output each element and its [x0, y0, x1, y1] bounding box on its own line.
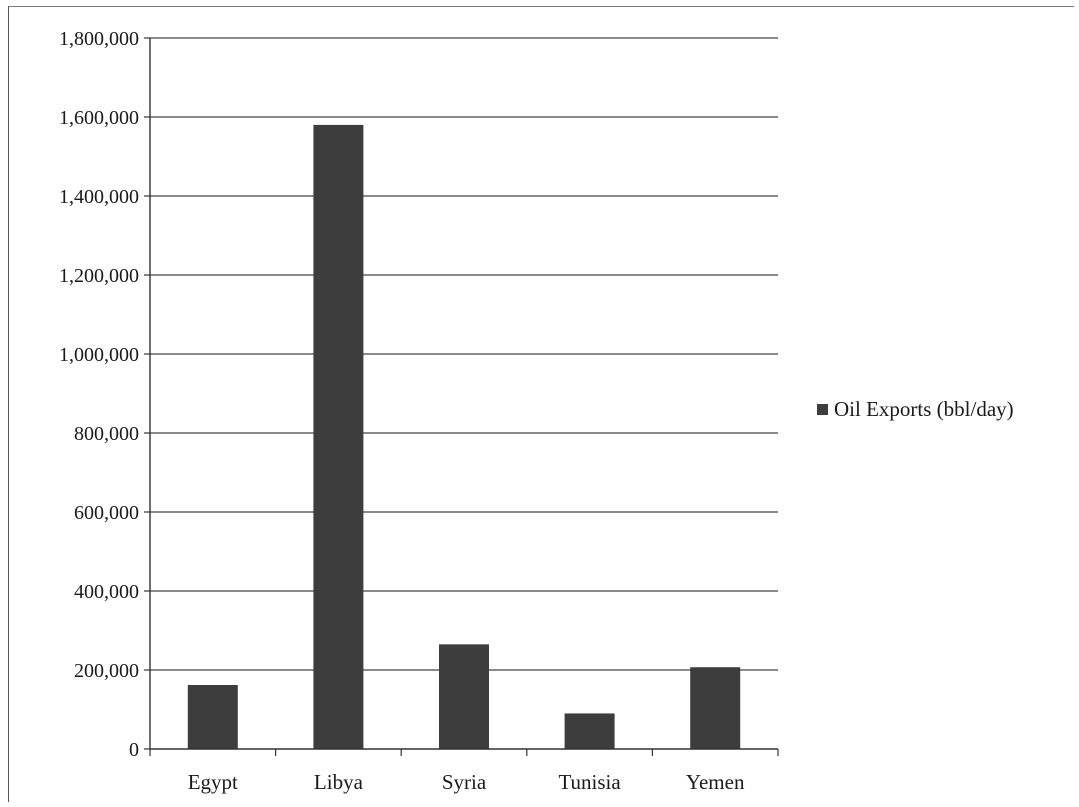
y-tick-label: 1,600,000 [59, 107, 139, 129]
x-tick-labels: Egypt Libya Syria Tunisia Yemen [188, 770, 745, 794]
legend-label: Oil Exports (bbl/day) [834, 397, 1014, 421]
bar-egypt [187, 685, 238, 749]
y-tick-label: 800,000 [74, 423, 139, 445]
y-tick-label: 1,200,000 [59, 265, 139, 287]
x-tick-label: Egypt [188, 770, 238, 794]
bars [187, 124, 741, 749]
y-tick-label: 1,000,000 [59, 344, 139, 366]
chart-frame [8, 6, 1074, 802]
x-tick-label: Yemen [686, 770, 745, 794]
y-tick-label: 0 [129, 739, 139, 761]
axes [144, 37, 779, 756]
legend: Oil Exports (bbl/day) [817, 397, 1014, 421]
x-tick-label: Syria [442, 770, 487, 794]
bar-tunisia [564, 713, 615, 749]
x-tick-label: Libya [314, 770, 364, 794]
y-tick-label: 1,800,000 [59, 28, 139, 50]
y-tick-label: 600,000 [74, 502, 139, 524]
y-tick-label: 1,400,000 [59, 186, 139, 208]
bar-syria [439, 644, 489, 749]
y-tick-labels: 0 200,000 400,000 600,000 800,000 1,000,000 1,… [59, 28, 139, 761]
y-tick-label: 200,000 [74, 660, 139, 682]
bar-yemen [690, 667, 741, 749]
bar-libya [313, 124, 364, 749]
y-tick-label: 400,000 [74, 581, 139, 603]
x-tick-label: Tunisia [558, 770, 621, 794]
gridlines [150, 37, 778, 671]
legend-swatch [817, 404, 828, 415]
